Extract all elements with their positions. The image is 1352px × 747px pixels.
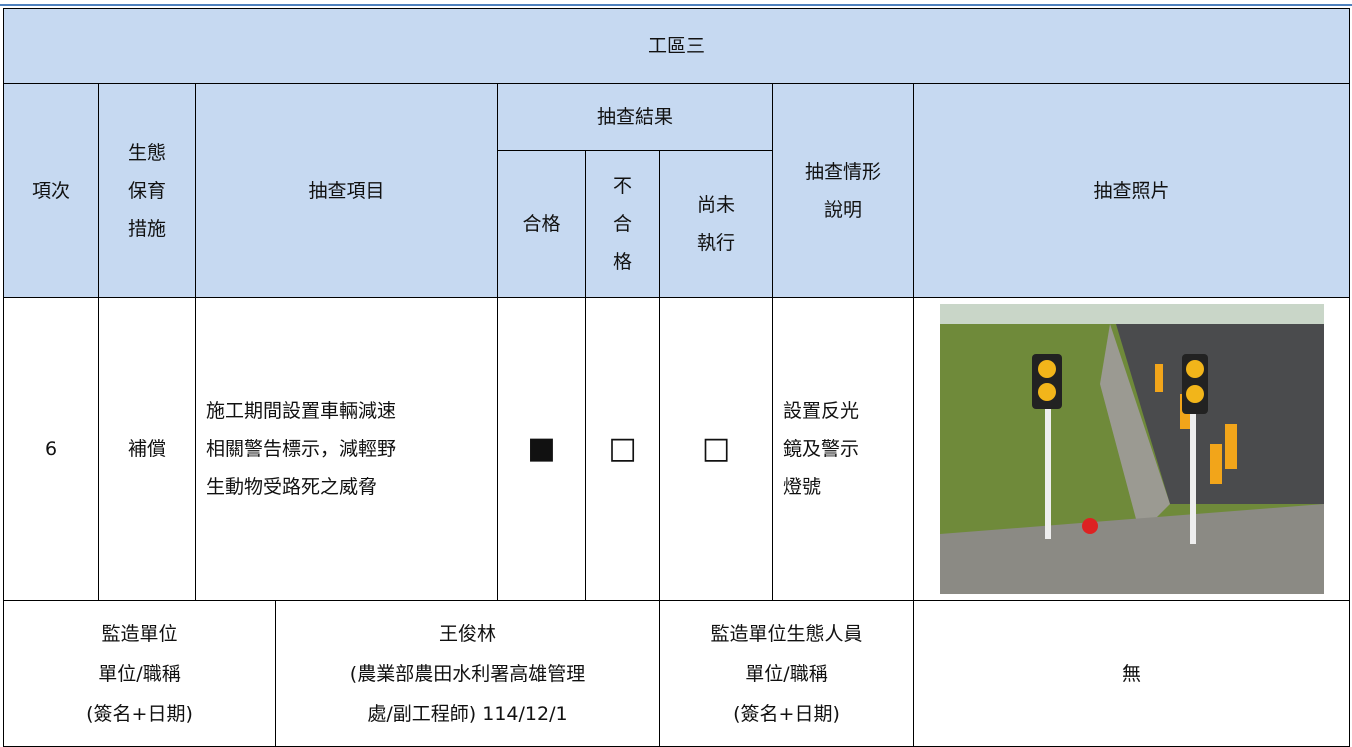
description: 設置反光鏡及警示燈號 (772, 297, 914, 601)
text-line: 處/副工程師) 114/12/1 (367, 702, 568, 725)
text-line: 保育 (127, 179, 166, 202)
text-line: 王俊林 (438, 622, 496, 645)
text-line: 施工期間設置車輛減速 (206, 400, 397, 422)
header-photo: 抽查照片 (912, 83, 1351, 298)
text-line: 生動物受路死之威脅 (206, 476, 378, 498)
text-line: 鏡及警示 (783, 438, 860, 460)
text-line: 說明 (823, 198, 862, 221)
header-measure: 生態 保育 措施 (98, 83, 196, 298)
text-line: 相關警告標示，減輕野 (206, 438, 397, 460)
text-line: 設置反光 (783, 400, 860, 422)
text-line: 尚未 (696, 194, 735, 216)
header-description: 抽查情形 說明 (772, 83, 914, 298)
text-line: 監造單位生態人員 (710, 622, 863, 645)
pass-box: ■ (497, 297, 586, 601)
table-title: 工區三 (2, 8, 1351, 84)
supervisor-label: 監造單位單位/職稱 (簽名+日期) (3, 600, 276, 747)
header-fail: 不合格 (585, 150, 660, 298)
fail-box: □ (585, 297, 660, 601)
item-no: 6 (3, 297, 99, 601)
text-line: 單位/職稱 (745, 662, 828, 685)
text-line: (簽名+日期) (733, 702, 840, 725)
header-not-done: 尚未 執行 (659, 150, 773, 298)
text-line: (農業部農田水利署高雄管理 (349, 662, 586, 685)
header-item-no: 項次 (3, 83, 99, 298)
inspection-table: 工區三 項次 生態保育措施 抽查項目 抽查結果 抽查情形說明 抽查照片 合格 不… (2, 8, 1351, 747)
supervisor-value: 王俊林 (農業部農田水利署高雄管理 處/副工程師) 114/12/1 (275, 600, 660, 747)
header-check-item: 抽查項目 (195, 83, 498, 298)
text-line: 燈號 (783, 476, 822, 498)
text-line: 單位/職稱 (98, 662, 181, 685)
photo (939, 304, 1324, 594)
ecologist-label: 監造單位生態人員 單位/職稱 (簽名+日期) (659, 600, 914, 747)
text-line: 格 (612, 251, 632, 273)
photo-cell (912, 297, 1351, 601)
text-line: 不 (612, 175, 632, 197)
text-line: 抽查情形 (804, 160, 881, 183)
header-result: 抽查結果 (497, 83, 773, 151)
measure: 補償 (98, 297, 196, 601)
text-line: 生態 (127, 141, 166, 164)
not-done-box: □ (659, 297, 773, 601)
text-line: 執行 (696, 232, 735, 254)
ecologist-value: 無 (912, 600, 1351, 747)
text-line: 措施 (127, 217, 166, 240)
header-pass: 合格 (497, 150, 586, 298)
text-line: (簽名+日期) (86, 702, 193, 725)
top-rule (0, 4, 1352, 6)
text-line: 合 (612, 213, 632, 235)
check-item: 施工期間設置車輛減速 相關警告標示，減輕野 生動物受路死之威脅 (195, 297, 498, 601)
text-line: 監造單位 (101, 622, 178, 645)
